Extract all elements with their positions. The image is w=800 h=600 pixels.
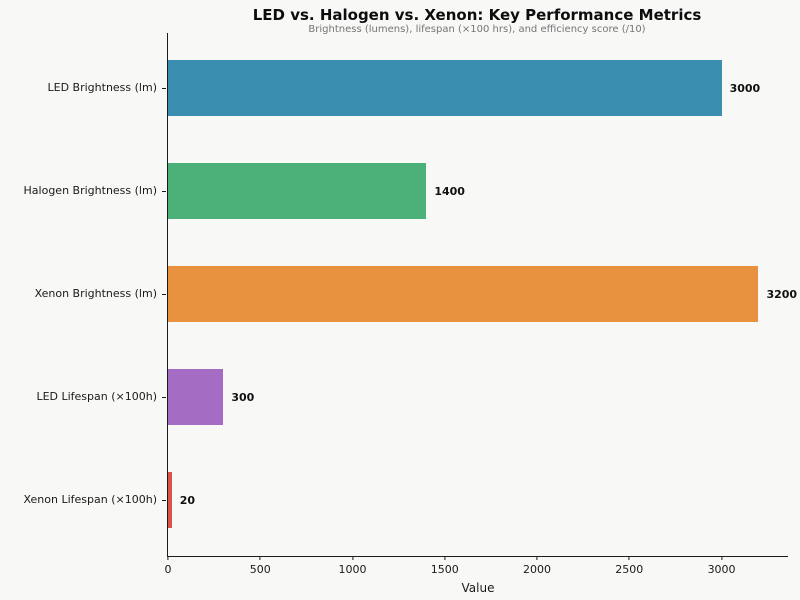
chart-title: LED vs. Halogen vs. Xenon: Key Performan… — [252, 6, 702, 24]
y-tick-mark — [162, 397, 166, 399]
bar-row: 3000 — [168, 60, 788, 116]
x-tick-label: 0 — [164, 563, 172, 576]
x-tick-mark — [444, 556, 446, 560]
x-tick-label: 1000 — [338, 563, 367, 576]
plot-area: 3000 1400 3200 300 20 0 500 1000 1500 20… — [165, 33, 797, 595]
bar-value-label: 3200 — [766, 287, 798, 301]
bar-row: 300 — [168, 369, 788, 425]
x-tick-mark — [720, 556, 723, 560]
y-tick-mark — [162, 88, 166, 90]
y-tick-mark — [162, 191, 166, 193]
x-tick-label: 3000 — [707, 563, 736, 576]
y-tick-mark — [162, 294, 166, 296]
bar-value-label: 1400 — [434, 184, 465, 198]
x-tick-label: 1500 — [430, 563, 459, 576]
y-axis-labels: LED Brightness (lm) Halogen Brightness (… — [0, 33, 158, 556]
bar — [168, 472, 172, 528]
x-tick-label: 2000 — [523, 563, 552, 576]
bar — [168, 369, 224, 425]
chart-subtitle: Brightness (lumens), lifespan (×100 hrs)… — [308, 24, 646, 35]
y-axis-label: Halogen Brightness (lm) — [23, 184, 157, 197]
x-tick-mark — [536, 556, 538, 560]
bar — [168, 163, 427, 219]
bar — [168, 266, 759, 322]
bar-row: 1400 — [168, 163, 788, 219]
x-axis-label: Value — [461, 581, 495, 595]
bar — [168, 60, 722, 116]
x-tick-mark — [351, 556, 354, 560]
x-tick-mark — [628, 556, 630, 560]
bar-row: 20 — [168, 472, 788, 528]
bar-value-label: 20 — [179, 493, 195, 507]
x-tick-label: 500 — [249, 563, 271, 576]
y-axis-label: Xenon Lifespan (×100h) — [23, 493, 158, 506]
y-axis-label: Xenon Brightness (lm) — [34, 287, 157, 300]
bar-value-label: 3000 — [729, 81, 761, 95]
bar-row: 3200 — [168, 266, 797, 322]
x-tick-mark — [259, 556, 261, 560]
bar-value-label: 300 — [231, 390, 255, 404]
y-axis-label: LED Lifespan (×100h) — [36, 390, 157, 403]
y-tick-mark — [162, 500, 166, 502]
x-tick-label: 2500 — [615, 563, 644, 576]
x-tick-mark — [167, 556, 169, 560]
y-axis-label: LED Brightness (lm) — [47, 81, 158, 94]
